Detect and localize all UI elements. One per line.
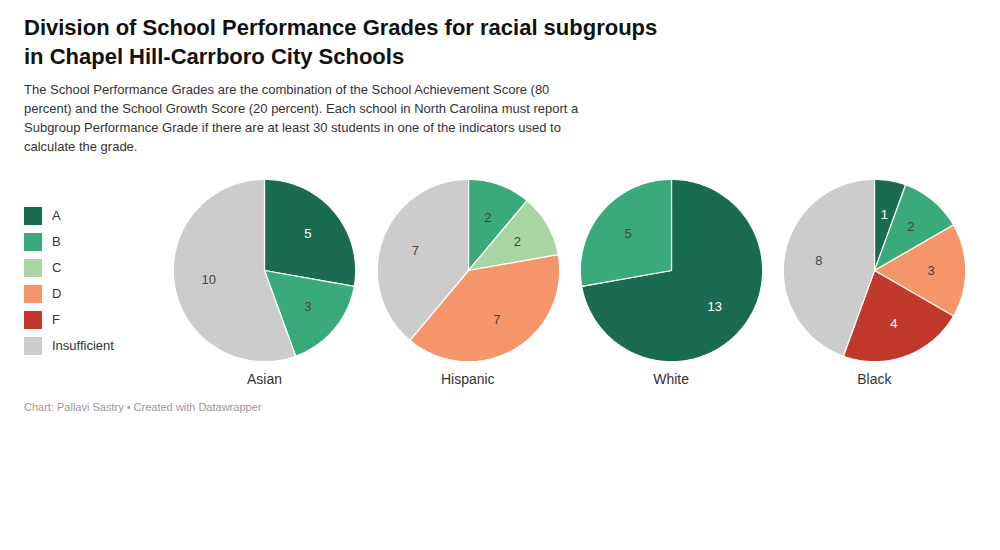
svg-text:5: 5 xyxy=(305,226,312,241)
html-text:Division of School Performance: Division of School Performance Grades fo… xyxy=(24,15,658,69)
svg-text:1: 1 xyxy=(881,207,888,222)
html-text:White: White xyxy=(653,370,689,387)
svg-text:2: 2 xyxy=(908,219,915,234)
html-text:Insufficient: Insufficient xyxy=(52,338,114,354)
svg-text:8: 8 xyxy=(816,252,823,267)
html-text:C: C xyxy=(52,260,62,276)
html-text:Chart: Pallavi Sastry • Create: Chart: Pallavi Sastry • Created with Dat… xyxy=(24,400,262,413)
svg-text:7: 7 xyxy=(493,311,500,326)
svg-text:3: 3 xyxy=(928,262,935,277)
svg-text:4: 4 xyxy=(891,315,898,330)
svg-text:7: 7 xyxy=(412,243,419,258)
html-text:B: B xyxy=(52,234,61,250)
html-text:Hispanic: Hispanic xyxy=(440,370,495,387)
html-text:Black: Black xyxy=(857,370,892,387)
svg-text:3: 3 xyxy=(305,299,312,314)
svg-text:10: 10 xyxy=(202,272,216,287)
svg-text:2: 2 xyxy=(514,234,521,249)
html-text:D: D xyxy=(52,286,62,302)
html-text:F: F xyxy=(52,312,60,328)
html-text:The School Performance Grades: The School Performance Grades are the co… xyxy=(24,82,579,154)
html-text:A: A xyxy=(52,208,61,224)
svg-text:13: 13 xyxy=(708,299,722,314)
svg-text:5: 5 xyxy=(625,226,632,241)
html-text:Asian: Asian xyxy=(247,370,282,387)
svg-text:2: 2 xyxy=(484,209,491,224)
